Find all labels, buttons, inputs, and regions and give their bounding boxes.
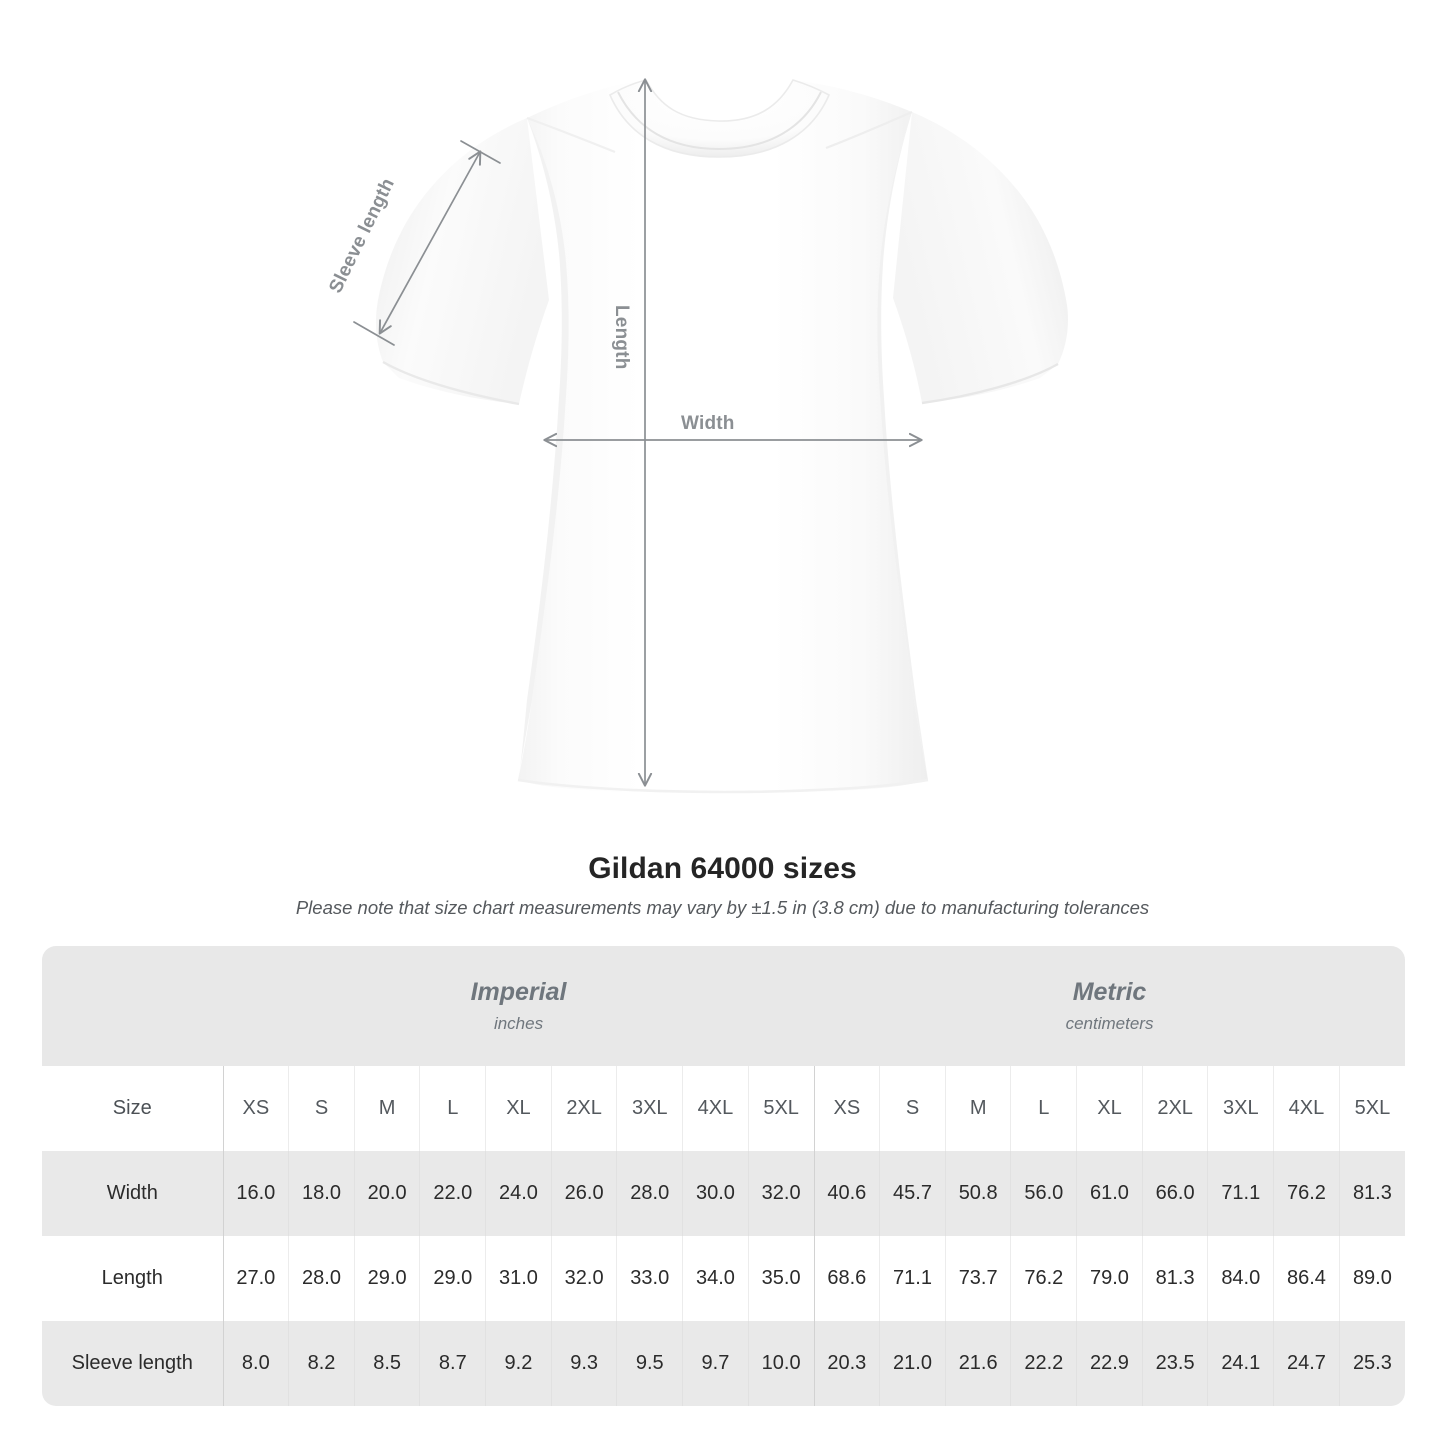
size-header-cell: 3XL — [616, 1066, 684, 1151]
size-chart-table-container: Imperial inches Metric centimeters Size XS S M L… — [42, 946, 1405, 1406]
measurement-cell: 50.8 — [945, 1151, 1012, 1236]
measurement-cell: 22.0 — [419, 1151, 487, 1236]
measurement-row-label: Length — [42, 1236, 224, 1321]
measurement-cell: 33.0 — [616, 1236, 684, 1321]
measurement-cell: 81.3 — [1142, 1236, 1209, 1321]
measurement-cell: 24.7 — [1273, 1321, 1340, 1406]
size-header-cell: 5XL — [1339, 1066, 1405, 1151]
measurement-cell: 9.7 — [682, 1321, 749, 1406]
measurement-cell: 24.0 — [485, 1151, 552, 1236]
measurement-cell: 66.0 — [1142, 1151, 1209, 1236]
measurement-cell: 89.0 — [1339, 1236, 1405, 1321]
measurement-cell: 68.6 — [814, 1236, 881, 1321]
measurement-cell: 76.2 — [1273, 1151, 1340, 1236]
size-header-cell: 5XL — [748, 1066, 815, 1151]
unit-system-unit: centimeters — [1065, 1013, 1154, 1033]
page-title: Gildan 64000 sizes — [588, 852, 857, 885]
measurement-cell: 27.0 — [223, 1236, 290, 1321]
measurement-cell: 20.0 — [354, 1151, 421, 1236]
measurement-cell: 21.0 — [879, 1321, 946, 1406]
measurement-cell: 29.0 — [419, 1236, 487, 1321]
unit-system-name: Metric — [1072, 978, 1147, 1007]
measurement-cell: 32.0 — [748, 1151, 815, 1236]
unit-system-header-row: Imperial inches Metric centimeters — [42, 946, 1405, 1066]
sleeve-length-arrow — [353, 140, 501, 346]
measurement-cell: 22.9 — [1076, 1321, 1143, 1406]
measurement-cell: 26.0 — [551, 1151, 618, 1236]
unit-system-spacer-cell — [42, 946, 223, 1066]
measurement-cell: 20.3 — [814, 1321, 881, 1406]
unit-system-cell-metric: Metric centimeters — [814, 946, 1405, 1066]
tshirt-measurement-diagram: Sleeve length Length Width — [325, 78, 1068, 794]
table-row: Sleeve length 8.0 8.2 8.5 8.7 9.2 9.3 9.5 9.7 10.… — [42, 1321, 1405, 1406]
measurement-cell: 8.2 — [288, 1321, 355, 1406]
size-header-cell: M — [354, 1066, 421, 1151]
measurement-cell: 28.0 — [616, 1151, 684, 1236]
shirt-shape — [375, 79, 1068, 794]
measurement-cell: 45.7 — [879, 1151, 946, 1236]
size-header-cell: XL — [1076, 1066, 1143, 1151]
size-header-cell: S — [879, 1066, 946, 1151]
size-header-cell: 4XL — [682, 1066, 749, 1151]
measurement-cell: 73.7 — [945, 1236, 1012, 1321]
measurement-cell: 23.5 — [1142, 1321, 1209, 1406]
measurement-tolerance-note: Please note that size chart measurements… — [295, 897, 1150, 918]
size-header-cell: 2XL — [1142, 1066, 1209, 1151]
measurement-cell: 18.0 — [288, 1151, 355, 1236]
unit-system-unit: inches — [493, 1013, 544, 1033]
measurement-cell: 16.0 — [223, 1151, 290, 1236]
length-label: Length — [611, 305, 632, 370]
size-header-cell: S — [288, 1066, 355, 1151]
measurement-cell: 86.4 — [1273, 1236, 1340, 1321]
size-row-label: Size — [42, 1066, 224, 1151]
measurement-cell: 35.0 — [748, 1236, 815, 1321]
measurement-cell: 22.2 — [1010, 1321, 1078, 1406]
size-header-cell: XS — [223, 1066, 290, 1151]
measurement-cell: 10.0 — [748, 1321, 815, 1406]
measurement-cell: 21.6 — [945, 1321, 1012, 1406]
measurement-cell: 29.0 — [354, 1236, 421, 1321]
measurement-cell: 8.5 — [354, 1321, 421, 1406]
measurement-cell: 71.1 — [879, 1236, 946, 1321]
measurement-cell: 34.0 — [682, 1236, 749, 1321]
measurement-row-label: Width — [42, 1151, 224, 1236]
measurement-cell: 9.5 — [616, 1321, 684, 1406]
table-row: Length 27.0 28.0 29.0 29.0 31.0 32.0 33.0 34.0 35… — [42, 1236, 1405, 1321]
measurement-cell: 9.3 — [551, 1321, 618, 1406]
table-row: Width 16.0 18.0 20.0 22.0 24.0 26.0 28.0 30.0 32.… — [42, 1151, 1405, 1236]
measurement-cell: 40.6 — [814, 1151, 881, 1236]
measurement-cell: 71.1 — [1207, 1151, 1275, 1236]
measurement-cell: 79.0 — [1076, 1236, 1143, 1321]
size-header-cell: L — [419, 1066, 487, 1151]
unit-system-name: Imperial — [470, 978, 567, 1007]
size-header-cell: M — [945, 1066, 1012, 1151]
measurement-cell: 84.0 — [1207, 1236, 1275, 1321]
size-chart-table: Imperial inches Metric centimeters Size XS S M L… — [42, 946, 1405, 1406]
tshirt-illustration — [353, 78, 1068, 794]
measurement-cell: 25.3 — [1339, 1321, 1405, 1406]
measurement-cell: 56.0 — [1010, 1151, 1078, 1236]
measurement-cell: 9.2 — [485, 1321, 552, 1406]
measurement-cell: 8.0 — [223, 1321, 290, 1406]
size-header-cell: XS — [814, 1066, 881, 1151]
measurement-cell: 30.0 — [682, 1151, 749, 1236]
measurement-cell: 81.3 — [1339, 1151, 1405, 1236]
width-label: Width — [681, 413, 735, 434]
size-header-cell: XL — [485, 1066, 552, 1151]
unit-system-cell-imperial: Imperial inches — [223, 946, 815, 1066]
measurement-cell: 31.0 — [485, 1236, 552, 1321]
size-header-cell: 3XL — [1207, 1066, 1275, 1151]
size-header-cell: 2XL — [551, 1066, 618, 1151]
measurement-cell: 76.2 — [1010, 1236, 1078, 1321]
measurement-cell: 61.0 — [1076, 1151, 1143, 1236]
measurement-row-label: Sleeve length — [42, 1321, 224, 1406]
size-header-cell: L — [1010, 1066, 1078, 1151]
measurement-cell: 32.0 — [551, 1236, 618, 1321]
measurement-cell: 8.7 — [419, 1321, 487, 1406]
size-header-row: Size XS S M L XL 2XL 3XL 4XL 5XL XS S M L XL 2XL 3XL 4XL 5… — [42, 1066, 1405, 1151]
measurement-cell: 24.1 — [1207, 1321, 1275, 1406]
size-header-cell: 4XL — [1273, 1066, 1340, 1151]
measurement-cell: 28.0 — [288, 1236, 355, 1321]
